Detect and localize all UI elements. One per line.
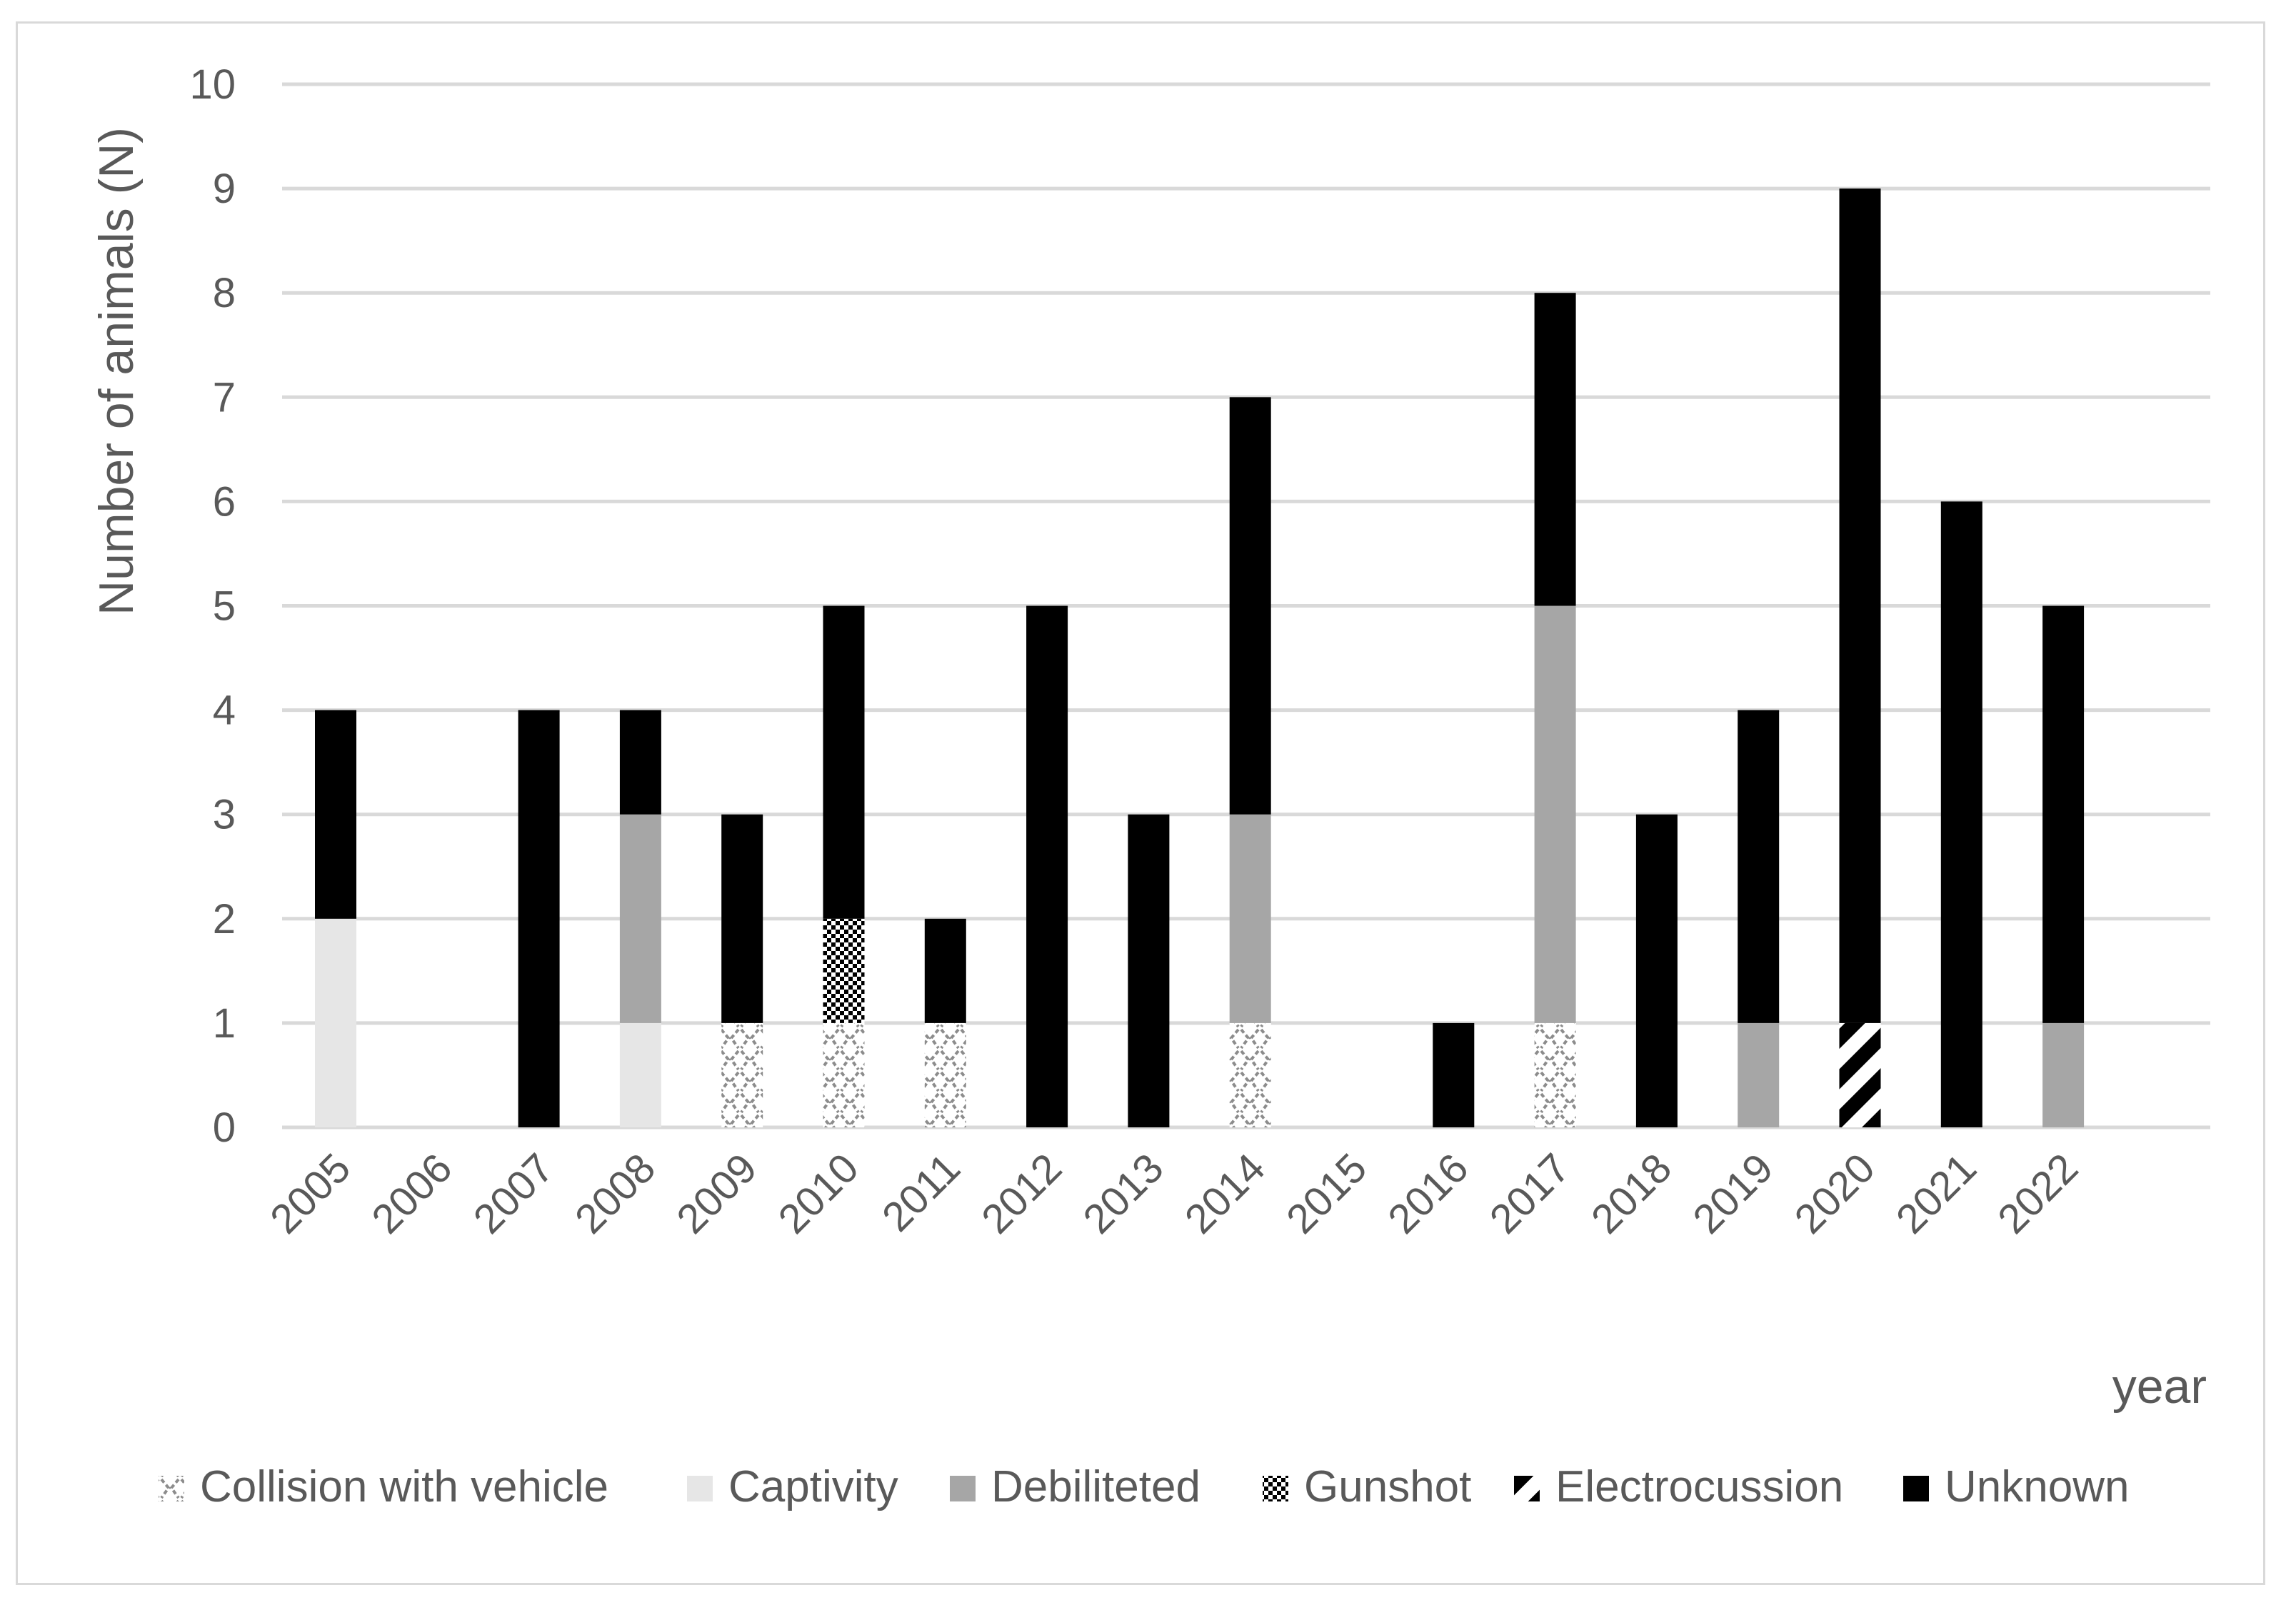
y-tick-label: 7 — [213, 374, 236, 421]
bar-segment-unknown-2016 — [1433, 1022, 1475, 1127]
legend-swatch — [1514, 1476, 1540, 1501]
bar-segment-captivity-2005 — [315, 918, 356, 1127]
legend-label: Gunshot — [1304, 1462, 1471, 1511]
legend-item: Gunshot — [1263, 1462, 1471, 1511]
y-tick-label: 5 — [213, 583, 236, 630]
bar-segment-unknown-2009 — [721, 814, 763, 1023]
legend-swatch — [1903, 1476, 1929, 1501]
x-tick-labels: 2005 2006 2007 2008 2009 2010 2011 2012 2013 2014… — [261, 1144, 2087, 1242]
y-tick-label: 1 — [213, 1000, 236, 1047]
x-tick-label: 2021 — [1888, 1144, 1985, 1242]
x-tick-label: 2015 — [1278, 1144, 1375, 1242]
bar-segment-collision-with-vehicle-2010 — [823, 1022, 865, 1127]
y-tick-label: 4 — [213, 688, 236, 734]
x-tick-label: 2011 — [873, 1144, 969, 1240]
bar-segment-unknown-2018 — [1635, 814, 1678, 1127]
bar-segment-captivity-2008 — [619, 1022, 661, 1127]
bar-segment-unknown-2020 — [1839, 188, 1881, 1023]
x-tick-label: 2022 — [1989, 1144, 2087, 1242]
bar-segment-unknown-2007 — [518, 710, 560, 1127]
x-tick-label: 2019 — [1684, 1144, 1782, 1242]
bar-segment-debiliteted-2017 — [1534, 605, 1576, 1023]
legend-item: Unknown — [1903, 1462, 2129, 1511]
bar-segment-unknown-2014 — [1229, 397, 1271, 815]
bars — [315, 188, 2085, 1127]
x-axis-title: year — [2112, 1359, 2207, 1414]
y-tick-label: 8 — [213, 270, 236, 316]
bar-segment-unknown-2008 — [619, 710, 661, 815]
bar-segment-unknown-2012 — [1026, 605, 1068, 1127]
bar-segment-debiliteted-2019 — [1738, 1022, 1780, 1127]
legend-label: Collision with vehicle — [200, 1462, 608, 1511]
x-tick-label: 2008 — [566, 1144, 664, 1242]
y-tick-label: 6 — [213, 478, 236, 525]
legend-item: Electrocussion — [1514, 1462, 1843, 1511]
bar-segment-unknown-2017 — [1534, 293, 1576, 606]
y-tick-labels: 0 1 2 3 4 5 6 7 8 9 10 — [189, 61, 236, 1151]
legend-label: Electrocussion — [1555, 1462, 1843, 1511]
bar-segment-collision-with-vehicle-2017 — [1534, 1022, 1576, 1127]
bar-segment-collision-with-vehicle-2009 — [721, 1022, 763, 1127]
bar-segment-collision-with-vehicle-2011 — [924, 1022, 966, 1127]
y-tick-label: 0 — [213, 1105, 236, 1151]
bar-segment-gunshot-2010 — [823, 918, 865, 1023]
legend-item: Collision with vehicle — [159, 1462, 608, 1511]
bar-segment-debiliteted-2014 — [1229, 814, 1271, 1023]
legend-swatch — [159, 1476, 184, 1501]
y-tick-label: 2 — [213, 896, 236, 942]
legend-item: Captivity — [687, 1462, 898, 1511]
x-tick-label: 2016 — [1379, 1144, 1477, 1242]
x-tick-label: 2013 — [1074, 1144, 1172, 1242]
y-tick-label: 3 — [213, 792, 236, 838]
bar-segment-debiliteted-2008 — [619, 814, 661, 1023]
y-axis-title: Number of animals (N) — [89, 127, 144, 615]
legend-item: Debiliteted — [950, 1462, 1200, 1511]
legend-swatch — [687, 1476, 713, 1501]
bar-segment-unknown-2022 — [2042, 605, 2085, 1023]
y-tick-label: 9 — [213, 166, 236, 212]
y-tick-label: 10 — [189, 61, 236, 108]
x-tick-label: 2009 — [668, 1144, 766, 1242]
x-tick-label: 2020 — [1785, 1144, 1883, 1242]
legend: Collision with vehicle Captivity Debilitet… — [159, 1462, 2129, 1511]
chart-frame — [16, 21, 2265, 1585]
x-tick-label: 2014 — [1176, 1144, 1274, 1242]
legend-swatch — [950, 1476, 976, 1501]
bar-segment-unknown-2011 — [924, 918, 966, 1023]
bar-segment-unknown-2010 — [823, 605, 865, 919]
x-tick-label: 2005 — [261, 1144, 359, 1242]
x-tick-label: 2010 — [769, 1144, 867, 1242]
bar-segment-debiliteted-2022 — [2042, 1022, 2085, 1127]
bar-segment-unknown-2019 — [1738, 710, 1780, 1023]
legend-swatch — [1263, 1476, 1288, 1501]
legend-label: Captivity — [728, 1462, 898, 1511]
bar-segment-collision-with-vehicle-2014 — [1229, 1022, 1271, 1127]
x-tick-label: 2007 — [465, 1144, 563, 1242]
gridlines — [282, 82, 2210, 1129]
legend-label: Debiliteted — [991, 1462, 1200, 1511]
x-tick-label: 2006 — [363, 1144, 461, 1242]
bar-segment-unknown-2021 — [1940, 501, 1982, 1127]
bar-segment-electrocussion-2020 — [1839, 1022, 1881, 1127]
x-tick-label: 2018 — [1583, 1144, 1680, 1242]
x-tick-label: 2017 — [1481, 1144, 1579, 1242]
bar-segment-unknown-2013 — [1128, 814, 1170, 1127]
x-tick-label: 2012 — [973, 1144, 1071, 1242]
legend-label: Unknown — [1945, 1462, 2129, 1511]
bar-segment-unknown-2005 — [315, 710, 356, 919]
